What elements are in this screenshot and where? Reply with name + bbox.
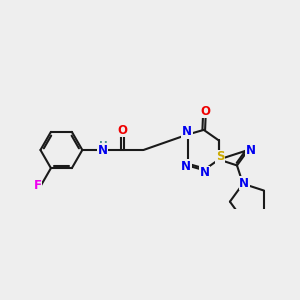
Text: O: O [200, 105, 210, 118]
Text: N: N [239, 176, 249, 190]
Text: N: N [181, 160, 191, 173]
Text: N: N [182, 125, 192, 138]
Text: H: H [99, 141, 108, 151]
Text: S: S [216, 150, 224, 163]
Text: F: F [34, 179, 42, 192]
Text: O: O [118, 124, 128, 137]
Text: N: N [246, 144, 256, 157]
Text: N: N [98, 143, 108, 157]
Text: N: N [200, 167, 209, 179]
